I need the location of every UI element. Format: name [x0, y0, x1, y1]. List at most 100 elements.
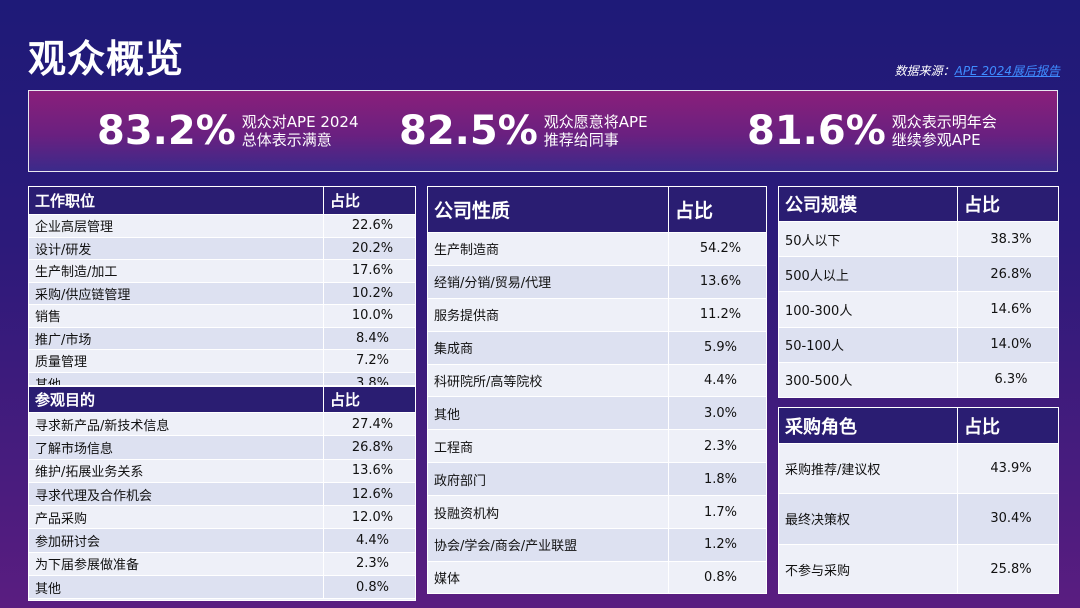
column-header: 公司规模: [785, 195, 857, 216]
column-header: 占比: [323, 387, 415, 412]
page-title: 观众概览: [28, 37, 185, 81]
column-header: 采购角色: [785, 416, 857, 438]
table-row: 工程商 2.3%: [428, 430, 766, 464]
cell-label: 参加研讨会: [35, 535, 101, 551]
cell-label: 采购推荐/建议权: [785, 463, 881, 479]
table-row: 为下届参展做准备 2.3%: [29, 552, 415, 577]
table-row: 设计/研发 20.2%: [29, 237, 415, 260]
cell-value: 3.8%: [323, 372, 415, 385]
cell-label: 生产制造/加工: [35, 265, 118, 281]
table-row: 其他 3.0%: [428, 397, 766, 431]
cell-label: 寻求新产品/新技术信息: [35, 418, 170, 434]
highlight: 81.6% 观众表示明年会 继续参观APE: [747, 91, 997, 171]
cell-value: 14.6%: [957, 292, 1058, 327]
highlight-value: 82.5%: [399, 108, 538, 154]
table-header: 采购角色 占比: [779, 408, 1058, 444]
cell-label: 投融资机构: [434, 506, 500, 522]
table-row: 投融资机构 1.7%: [428, 496, 766, 530]
cell-value: 12.0%: [323, 506, 415, 529]
cell-value: 38.3%: [957, 222, 1058, 257]
cell-label: 其他: [434, 407, 461, 423]
cell-label: 50-100人: [785, 339, 845, 355]
table-row: 其他 0.8%: [29, 576, 415, 600]
data-table: 采购角色 占比采购推荐/建议权 43.9% 最终决策权 30.4% 不参与采购 25.8%: [778, 407, 1059, 594]
cell-value: 30.4%: [957, 494, 1058, 544]
cell-value: 12.6%: [323, 482, 415, 506]
cell-label: 为下届参展做准备: [35, 558, 140, 574]
source-link[interactable]: APE 2024展后报告: [954, 64, 1060, 78]
cell-value: 6.3%: [957, 362, 1058, 397]
data-table: 参观目的 占比寻求新产品/新技术信息 27.4% 了解市场信息 26.8% 维护/拓展业务…: [28, 386, 416, 601]
cell-value: 2.3%: [323, 552, 415, 576]
table-row: 寻求代理及合作机会 12.6%: [29, 482, 415, 507]
table-row: 参加研讨会 4.4%: [29, 529, 415, 553]
data-table: 公司规模 占比 50人以下 38.3% 500人以上 26.8% 100-300人 14.6%…: [778, 186, 1059, 398]
table-row: 50-100人 14.0%: [779, 327, 1058, 363]
table-header: 公司规模 占比: [779, 187, 1058, 222]
cell-label: 寻求代理及合作机会: [35, 488, 153, 504]
highlight-line: 观众愿意将APE: [543, 113, 648, 131]
highlight-line: 总体表示满意: [241, 131, 332, 149]
table-row: 生产制造/加工 17.6%: [29, 260, 415, 283]
highlight-text: 观众对APE 2024 总体表示满意: [242, 113, 359, 149]
table-row: 了解市场信息 26.8%: [29, 436, 415, 460]
cell-label: 推广/市场: [35, 332, 92, 348]
cell-value: 8.4%: [323, 327, 415, 349]
cell-value: 1.7%: [668, 496, 766, 529]
highlight: 82.5% 观众愿意将APE 推荐给同事: [399, 91, 648, 171]
highlight-text: 观众愿意将APE 推荐给同事: [544, 113, 648, 149]
table-row: 产品采购 12.0%: [29, 506, 415, 530]
cell-value: 17.6%: [323, 260, 415, 282]
cell-value: 10.0%: [323, 305, 415, 327]
cell-label: 500人以上: [785, 268, 849, 284]
cell-value: 7.2%: [323, 350, 415, 372]
cell-label: 媒体: [434, 572, 461, 588]
table-row: 采购/供应链管理 10.2%: [29, 282, 415, 305]
cell-value: 4.4%: [323, 529, 415, 552]
table-row: 生产制造商 54.2%: [428, 233, 766, 266]
table-row: 500人以上 26.8%: [779, 257, 1058, 293]
cell-value: 13.6%: [668, 265, 766, 298]
cell-value: 10.2%: [323, 282, 415, 304]
highlight-line: 观众表示明年会: [891, 113, 997, 131]
table-row: 寻求新产品/新技术信息 27.4%: [29, 413, 415, 437]
table-header: 参观目的 占比: [29, 387, 415, 413]
data-table: 工作职位 占比 企业高层管理 22.6% 设计/研发 20.2% 生产制造/加工 17.6% 采…: [28, 186, 416, 386]
cell-label: 科研院所/高等院校: [434, 375, 543, 390]
cell-label: 采购/供应链管理: [35, 287, 131, 303]
table-row: 维护/拓展业务关系 13.6%: [29, 459, 415, 483]
cell-value: 25.8%: [957, 544, 1058, 593]
column-header: 占比: [668, 187, 766, 232]
table-row: 最终决策权 30.4%: [779, 494, 1058, 545]
table-header: 公司性质 占比: [428, 187, 766, 233]
cell-value: 26.8%: [957, 257, 1058, 292]
cell-label: 不参与采购: [785, 563, 851, 579]
cell-label: 50人以下: [785, 233, 841, 249]
cell-value: 5.9%: [668, 331, 766, 364]
table-row: 质量管理 7.2%: [29, 350, 415, 373]
cell-label: 质量管理: [35, 355, 88, 371]
cell-label: 其他: [35, 581, 62, 597]
cell-label: 政府部门: [434, 473, 487, 489]
cell-label: 协会/学会/商会/产业联盟: [434, 539, 578, 555]
highlight-line: 继续参观APE: [891, 131, 981, 149]
cell-value: 27.4%: [323, 413, 415, 436]
table-row: 协会/学会/商会/产业联盟 1.2%: [428, 529, 766, 562]
highlight: 83.2% 观众对APE 2024 总体表示满意: [97, 91, 359, 171]
highlight-banner: 83.2% 观众对APE 2024 总体表示满意 82.5% 观众愿意将APE 推荐给同事…: [28, 90, 1058, 172]
cell-label: 100-300人: [785, 303, 853, 319]
table-row: 不参与采购 25.8%: [779, 544, 1058, 593]
cell-label: 最终决策权: [785, 513, 851, 529]
source: 数据来源：APE 2024展后报告: [895, 62, 1060, 79]
column-header: 占比: [957, 408, 1058, 443]
cell-value: 43.9%: [957, 444, 1058, 494]
table-row: 集成商 5.9%: [428, 331, 766, 365]
cell-label: 工程商: [434, 440, 474, 456]
cell-label: 经销/分销/贸易/代理: [434, 276, 552, 292]
cell-label: 企业高层管理: [35, 220, 114, 236]
cell-label: 其他: [35, 377, 62, 386]
cell-label: 产品采购: [35, 511, 88, 527]
table-row: 销售 10.0%: [29, 305, 415, 328]
cell-value: 20.2%: [323, 237, 415, 259]
